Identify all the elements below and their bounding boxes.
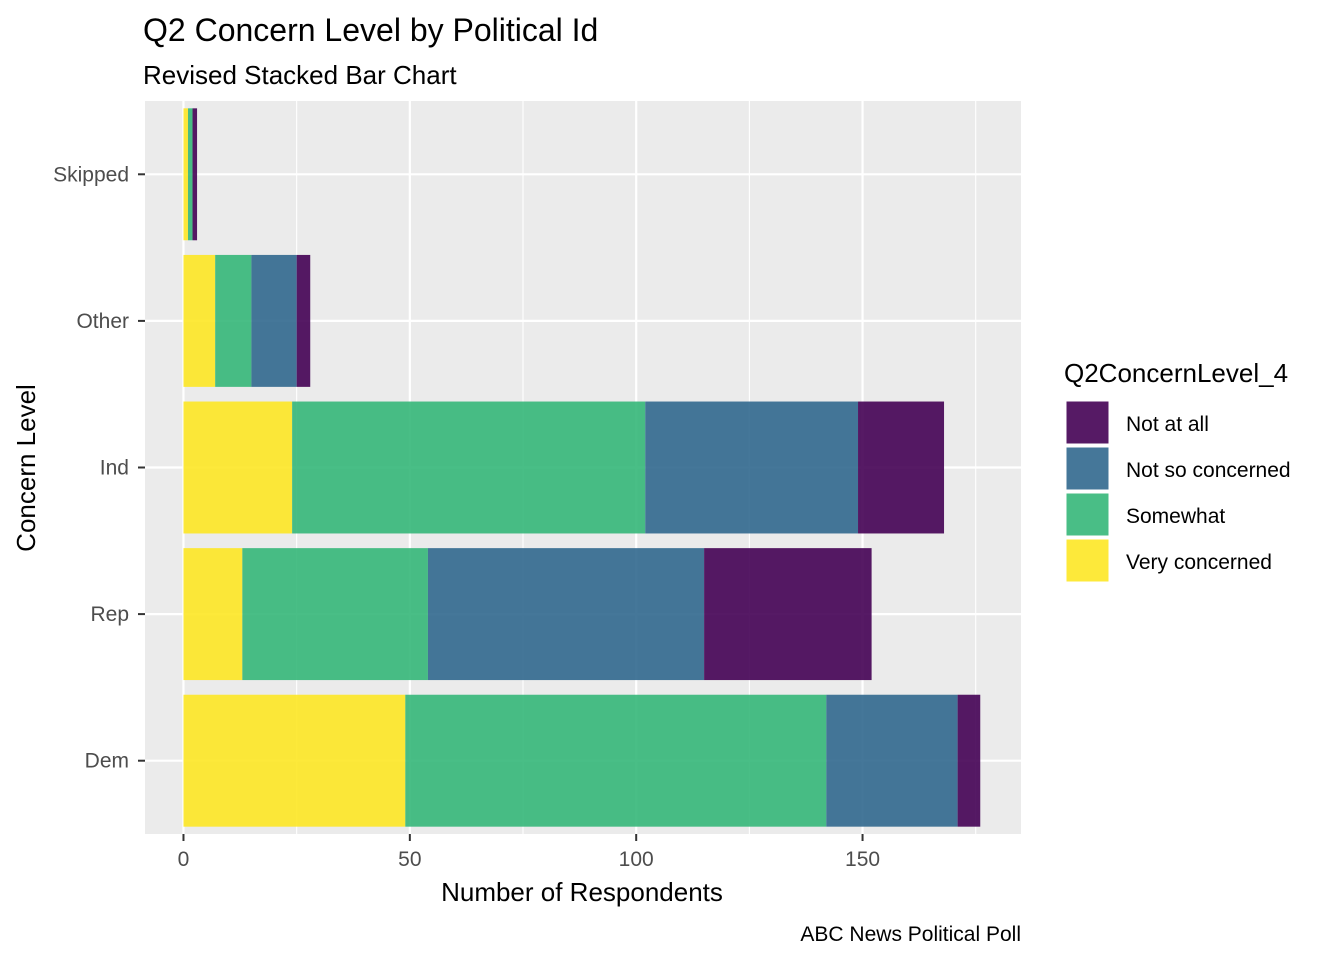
bar-segment — [427, 548, 705, 681]
y-tick-label: Rep — [90, 603, 129, 626]
x-tick-label: 100 — [619, 848, 654, 871]
legend: Q2ConcernLevel_4 Not at all Not so concer… — [1064, 358, 1291, 583]
y-tick-label: Skipped — [53, 163, 129, 186]
x-tick-label: 50 — [398, 848, 421, 871]
legend-label: Not so concerned — [1126, 459, 1291, 482]
legend-label: Not at all — [1126, 413, 1209, 436]
legend-title: Q2ConcernLevel_4 — [1064, 358, 1288, 388]
bar-segment — [242, 548, 428, 681]
bar-segment — [192, 108, 198, 241]
bar-segment — [183, 694, 406, 827]
legend-label: Very concerned — [1126, 551, 1272, 574]
legend-swatch — [1065, 446, 1110, 491]
x-axis-title: Number of Respondents — [441, 877, 723, 907]
bar-segment — [957, 694, 981, 827]
y-axis: Dem Rep Ind Other Skipped — [53, 163, 145, 773]
bars — [183, 108, 981, 827]
bar-segment — [645, 401, 859, 534]
y-tick-label: Other — [76, 310, 129, 333]
x-tick-label: 0 — [178, 848, 190, 871]
legend-swatch — [1065, 538, 1110, 583]
bar-segment — [215, 254, 252, 387]
chart-caption: ABC News Political Poll — [800, 923, 1021, 946]
bar-segment — [405, 694, 827, 827]
legend-swatch — [1065, 492, 1110, 537]
bar-segment — [858, 401, 945, 534]
chart-title: Q2 Concern Level by Political Id — [143, 12, 598, 48]
x-tick-label: 150 — [845, 848, 880, 871]
chart-subtitle: Revised Stacked Bar Chart — [143, 60, 457, 90]
bar-segment — [183, 108, 189, 241]
bar-segment — [704, 548, 872, 681]
legend-label: Somewhat — [1126, 505, 1225, 528]
bar-segment — [183, 254, 216, 387]
bar-segment — [183, 548, 243, 681]
bar-segment — [251, 254, 297, 387]
x-axis: 0 50 100 150 — [178, 834, 880, 871]
bar-segment — [296, 254, 311, 387]
y-tick-label: Ind — [100, 457, 129, 480]
y-axis-title: Concern Level — [11, 384, 41, 552]
bar-segment — [188, 108, 193, 241]
bar-segment — [826, 694, 958, 827]
legend-swatch — [1065, 400, 1110, 445]
y-tick-label: Dem — [85, 750, 129, 773]
bar-segment — [292, 401, 646, 534]
bar-segment — [183, 401, 293, 534]
